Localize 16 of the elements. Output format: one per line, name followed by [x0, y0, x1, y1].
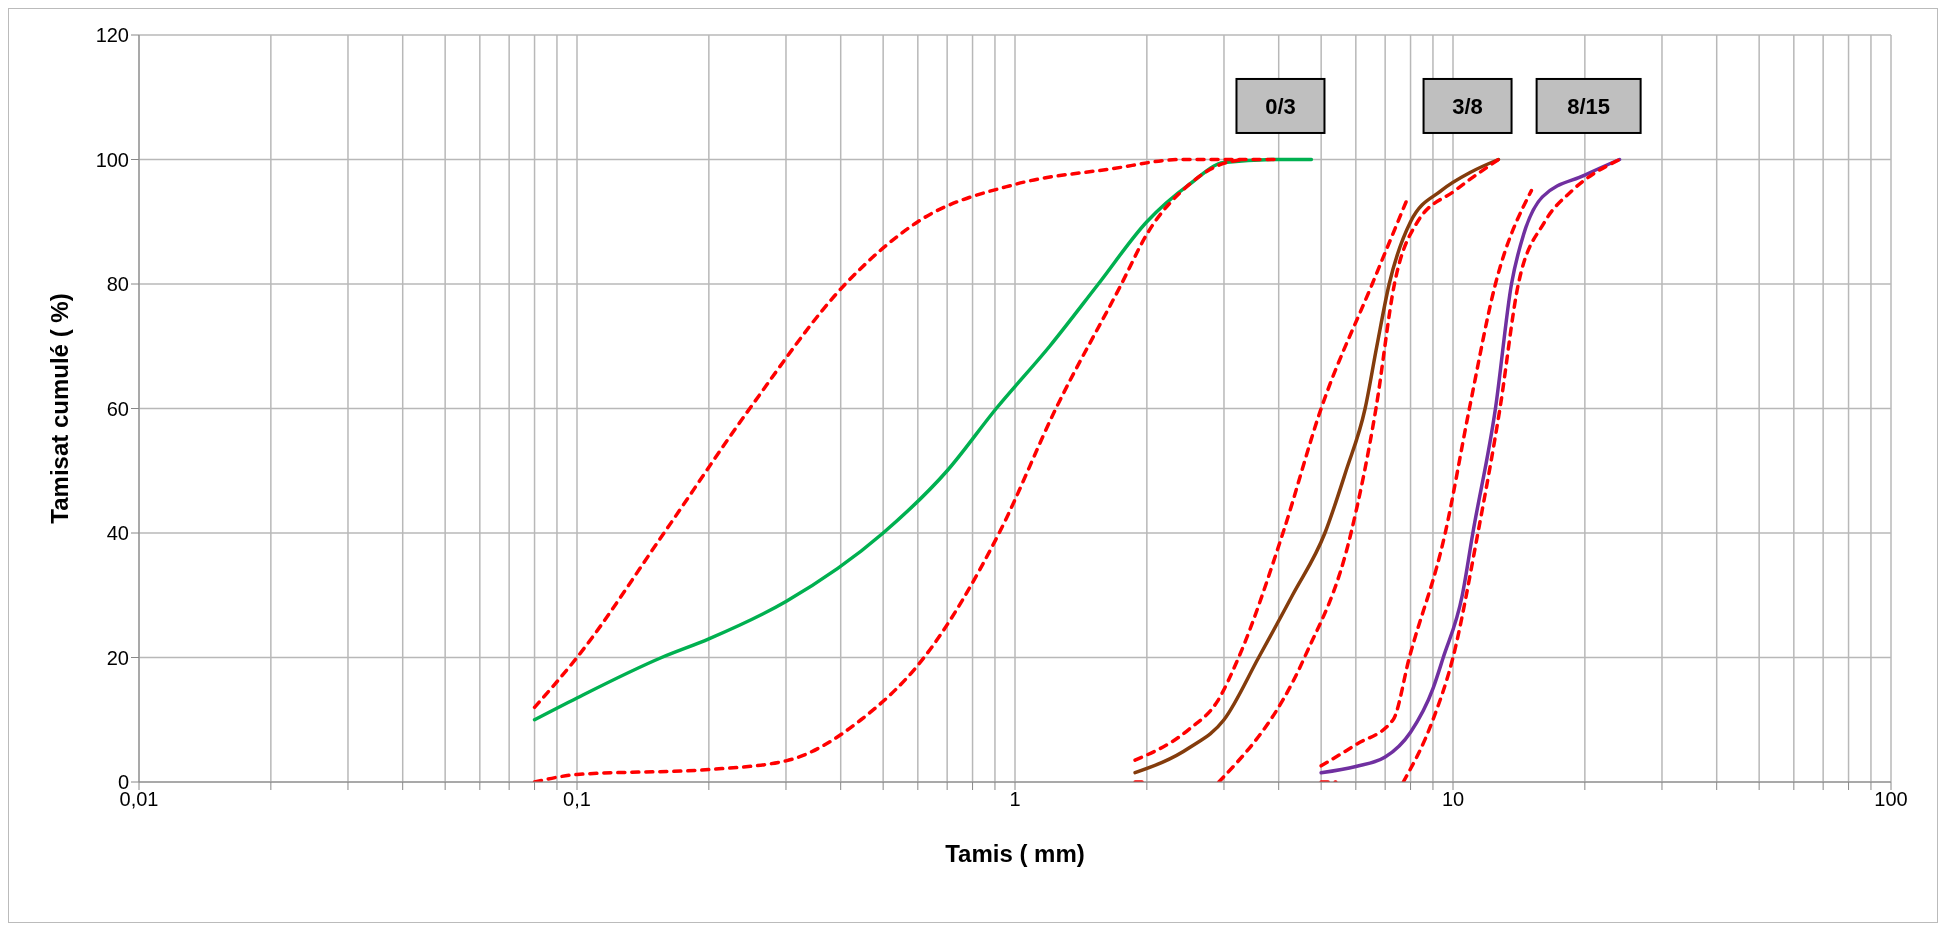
x-tick-label: 0,01 [119, 788, 159, 811]
y-tick-label: 60 [106, 397, 129, 420]
y-tick-label: 100 [95, 148, 129, 171]
x-axis-title: Tamis ( mm) [945, 840, 1085, 867]
x-tick-label: 1 [1009, 788, 1021, 811]
y-tick-label: 120 [95, 24, 129, 47]
y-tick-label: 80 [106, 273, 129, 296]
x-tick-label: 100 [1874, 788, 1908, 811]
annotation: 8/15 [1567, 93, 1611, 119]
y-tick-label: 20 [106, 646, 129, 669]
x-tick-label: 10 [1441, 788, 1465, 811]
y-axis-title: Tamisat cumulé ( %) [45, 293, 73, 524]
annotation: 0/3 [1265, 93, 1296, 119]
annotation: 3/8 [1452, 93, 1483, 119]
y-tick-label: 40 [106, 522, 129, 545]
x-tick-label: 0,1 [563, 788, 591, 811]
